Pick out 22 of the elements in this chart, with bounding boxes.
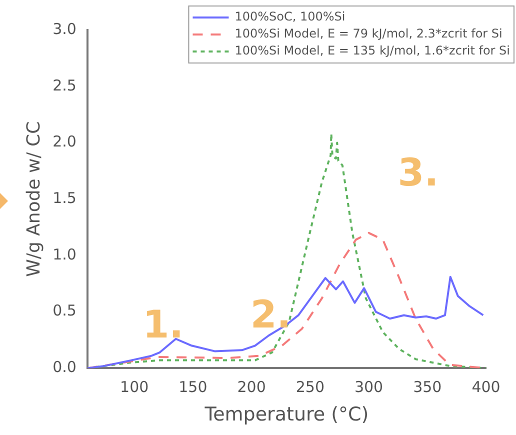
x-tick-label: 400 bbox=[472, 378, 500, 396]
annotation: 3. bbox=[398, 150, 439, 194]
legend-label: 100%Si Model, E = 79 kJ/mol, 2.3*zcrit for Si bbox=[234, 26, 502, 41]
y-tick-label: 0.0 bbox=[52, 358, 76, 376]
x-tick-label: 300 bbox=[354, 378, 384, 396]
x-tick-label: 350 bbox=[413, 378, 442, 396]
x-tick-label: 150 bbox=[178, 378, 208, 396]
x-tick-label: 250 bbox=[296, 378, 324, 396]
y-tick-label: 1.5 bbox=[52, 188, 76, 207]
y-tick-label: 1.0 bbox=[52, 245, 76, 264]
legend-label: 100%Si Model, E = 135 kJ/mol, 1.6*zcrit for Si bbox=[234, 44, 510, 58]
x-tick-label: 100 bbox=[120, 378, 149, 396]
y-tick-label: 2.5 bbox=[52, 76, 76, 94]
y-axis-title: W/g Anode w/ CC bbox=[23, 121, 44, 277]
legend-label: 100%SoC, 100%Si bbox=[234, 10, 346, 24]
annotation: 2. bbox=[250, 292, 292, 336]
y-tick-label: 2.0 bbox=[52, 132, 76, 151]
annotation: 1. bbox=[142, 302, 184, 346]
x-tick-label: 200 bbox=[237, 378, 266, 396]
y-tick-label: 3.0 bbox=[52, 20, 76, 38]
x-axis-title: Temperature (°C) bbox=[204, 404, 369, 426]
y-tick-label: 0.5 bbox=[52, 302, 76, 320]
